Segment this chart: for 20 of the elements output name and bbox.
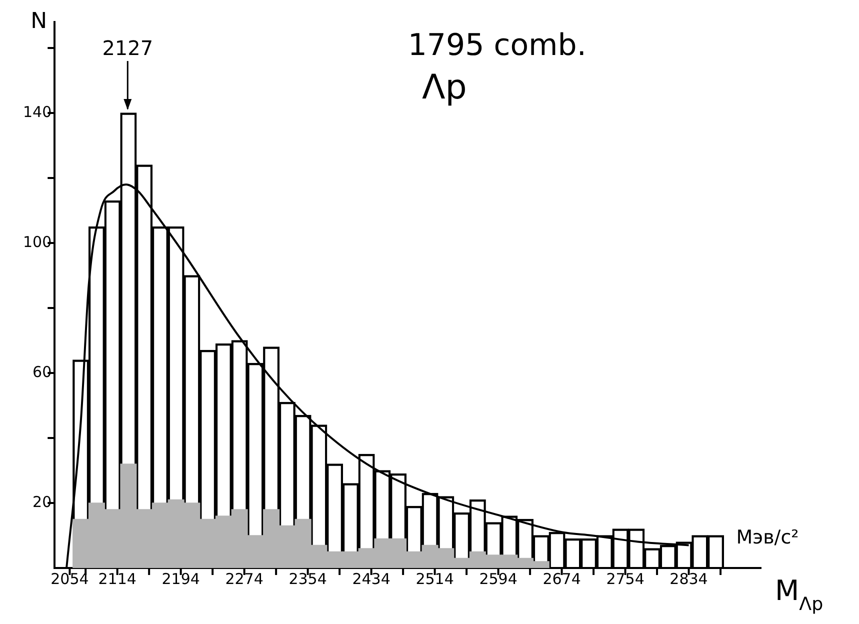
x-tick-label: 2434 xyxy=(352,570,390,588)
x-tick-label: 2354 xyxy=(288,570,327,588)
y-tick-label: 140 xyxy=(22,102,52,121)
x-tick-label: 2754 xyxy=(606,570,644,588)
annotation: 1795 comb. xyxy=(408,28,586,63)
annotation: 2127 xyxy=(102,36,154,60)
x-tick-label: 2114 xyxy=(98,570,136,588)
y-tick-label: 20 xyxy=(32,492,52,511)
x-tick-label: 2594 xyxy=(479,570,518,588)
x-tick-label: 2674 xyxy=(542,570,581,588)
x-tick-label: 2514 xyxy=(416,570,454,588)
y-axis-title: N xyxy=(30,9,48,34)
annotation: Λp xyxy=(422,67,467,108)
x-tick-label: 2834 xyxy=(670,570,708,588)
x-tick-label: 2194 xyxy=(162,570,200,588)
x-tick-label: 2054 xyxy=(50,570,89,588)
y-tick-label: 100 xyxy=(22,232,52,251)
annotation: Мэв/с² xyxy=(736,526,799,548)
y-tick-label: 60 xyxy=(32,362,52,381)
x-tick-label: 2274 xyxy=(225,570,264,588)
